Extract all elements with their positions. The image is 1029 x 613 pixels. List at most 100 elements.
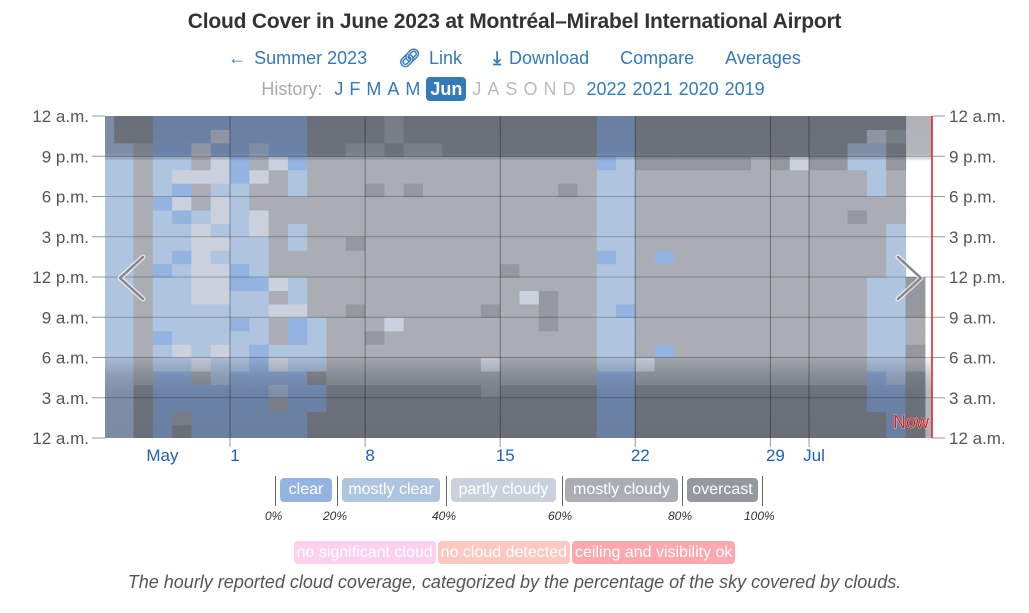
averages-link[interactable]: Averages: [725, 48, 801, 68]
heatmap-cell: [384, 183, 405, 198]
heatmap-cell: [423, 183, 443, 198]
heatmap-cell: [133, 317, 154, 332]
heatmap-cell: [403, 330, 424, 345]
heatmap-cell: [133, 183, 154, 198]
heatmap-cell: [558, 317, 578, 332]
history-year-2021[interactable]: 2021: [632, 79, 673, 99]
heatmap-cell: [287, 209, 308, 224]
heatmap-cell: [886, 183, 907, 198]
heatmap-cell: [751, 290, 771, 305]
heatmap-cell: [828, 223, 849, 238]
history-year-2019[interactable]: 2019: [724, 79, 765, 99]
heatmap-cell: [712, 209, 733, 224]
heatmap-cell: [635, 344, 656, 359]
heatmap-cell: [809, 223, 829, 238]
heatmap-cell: [152, 236, 173, 251]
heatmap-cell: [480, 169, 501, 184]
heatmap-cell: [133, 330, 154, 345]
link-button[interactable]: 🔗︎ Link: [398, 48, 462, 68]
heatmap-cell: [577, 277, 598, 291]
heatmap-cell: [152, 317, 173, 332]
compare-link[interactable]: Compare: [620, 48, 695, 68]
heatmap-cell: [577, 196, 598, 211]
heatmap-cell: [596, 183, 617, 198]
previous-month-arrow-icon[interactable]: [118, 255, 145, 301]
heatmap-cell: [365, 250, 385, 265]
heatmap-cell: [345, 263, 366, 278]
heatmap-cell: [133, 303, 154, 318]
heatmap-cell: [558, 250, 578, 265]
heatmap-cell: [635, 183, 656, 198]
heatmap-cell: [191, 169, 212, 184]
heatmap-cell: [789, 223, 810, 238]
heatmap-cell: [847, 250, 868, 265]
heatmap-cell: [770, 330, 791, 345]
heatmap-cell: [191, 250, 212, 265]
x-tick-label: 1: [230, 446, 239, 465]
heatmap-cell: [577, 209, 598, 224]
history-month-0[interactable]: J: [334, 79, 344, 99]
heatmap-cell: [152, 169, 173, 184]
history-month-3[interactable]: A: [387, 79, 400, 99]
heatmap-cell: [558, 263, 578, 278]
history-month-5[interactable]: Jun: [426, 77, 467, 101]
heatmap-cell: [287, 330, 308, 345]
heatmap-cell: [809, 290, 829, 305]
heatmap-cell: [307, 250, 328, 265]
history-year-2020[interactable]: 2020: [678, 79, 719, 99]
heatmap-cell: [307, 263, 328, 278]
heatmap-cell: [635, 223, 656, 238]
heatmap-cell: [770, 277, 791, 291]
heatmap-cell: [500, 236, 521, 251]
heatmap-cell: [712, 196, 733, 211]
heatmap-cell: [210, 263, 231, 278]
heatmap-cell: [480, 277, 501, 291]
heatmap-cell: [577, 250, 598, 265]
x-tick-label: 8: [365, 446, 374, 465]
heatmap-cell: [809, 330, 829, 345]
heatmap-cell: [596, 169, 617, 184]
heatmap-cell: [480, 209, 501, 224]
heatmap-cell: [403, 196, 424, 211]
heatmap-cell: [287, 263, 308, 278]
heatmap-cell: [249, 183, 270, 198]
heatmap-cell: [673, 317, 694, 332]
heatmap-cell: [384, 209, 405, 224]
heatmap-cell: [268, 236, 289, 251]
heatmap-cell: [673, 263, 694, 278]
heatmap-cell: [210, 183, 231, 198]
heatmap-cell: [828, 330, 849, 345]
legend-percentage: 20%: [323, 509, 348, 523]
heatmap-cell: [500, 330, 521, 345]
history-month-4[interactable]: M: [405, 79, 421, 99]
heatmap-cell: [249, 250, 270, 265]
next-month-arrow-icon[interactable]: [896, 255, 923, 301]
history-year-2022[interactable]: 2022: [586, 79, 627, 99]
heatmap-cell: [191, 303, 212, 318]
heatmap-cell: [789, 290, 810, 305]
download-icon: ⤓: [493, 48, 502, 68]
heatmap-cell: [500, 344, 521, 359]
summer-2023-link[interactable]: ← Summer 2023: [228, 48, 367, 68]
heatmap-cell: [133, 223, 154, 238]
heatmap-cell: [442, 317, 463, 332]
heatmap-cell: [152, 250, 173, 265]
download-button[interactable]: ⤓ Download: [493, 48, 589, 68]
history-month-1[interactable]: F: [349, 79, 361, 99]
history-month-2[interactable]: M: [366, 79, 382, 99]
legend-overcast: overcast: [687, 478, 758, 502]
special-legend: no significant cloud no cloud detected cei…: [0, 541, 1029, 564]
heatmap-cell: [731, 263, 752, 278]
heatmap-cell: [230, 277, 250, 291]
heatmap-cell: [384, 277, 405, 291]
heatmap-cell: [558, 236, 578, 251]
heatmap-cell: [461, 209, 482, 224]
heatmap-cell: [345, 209, 366, 224]
heatmap-cell: [886, 196, 907, 211]
heatmap-cell: [210, 236, 231, 251]
heatmap-cell: [847, 277, 868, 291]
heatmap-cell: [538, 344, 559, 359]
heatmap-cell: [345, 169, 366, 184]
heatmap-cell: [693, 209, 714, 224]
heatmap-cell: [809, 183, 829, 198]
